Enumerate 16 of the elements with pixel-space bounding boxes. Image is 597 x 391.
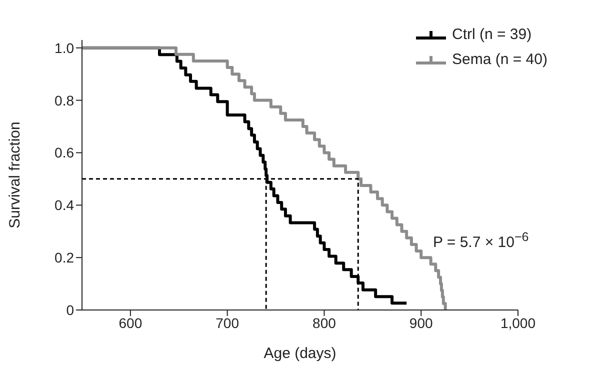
x-tick-label: 900	[409, 314, 434, 331]
x-tick-label: 600	[118, 314, 142, 331]
y-tick-label: 0.4	[54, 197, 74, 214]
y-tick-label: 0.8	[54, 92, 74, 108]
y-tick-label: 0	[66, 302, 74, 318]
y-tick-label: 1.0	[54, 40, 74, 56]
y-tick-label: 0.2	[54, 250, 74, 266]
y-tick-label: 0.6	[54, 144, 74, 161]
annotation: P = 5.7 × 10$^{−6}$	[433, 230, 529, 251]
x-tick-label: 700	[216, 314, 240, 331]
y-axis-title: Survival fraction	[6, 122, 24, 228]
legend-label: Sema (n = 40)	[452, 51, 548, 68]
x-tick-label: 800	[312, 314, 336, 331]
x-tick-label: 1,000	[500, 314, 536, 331]
x-axis-title: Age (days)	[264, 345, 336, 362]
legend-label: Ctrl (n = 39)	[452, 26, 532, 43]
